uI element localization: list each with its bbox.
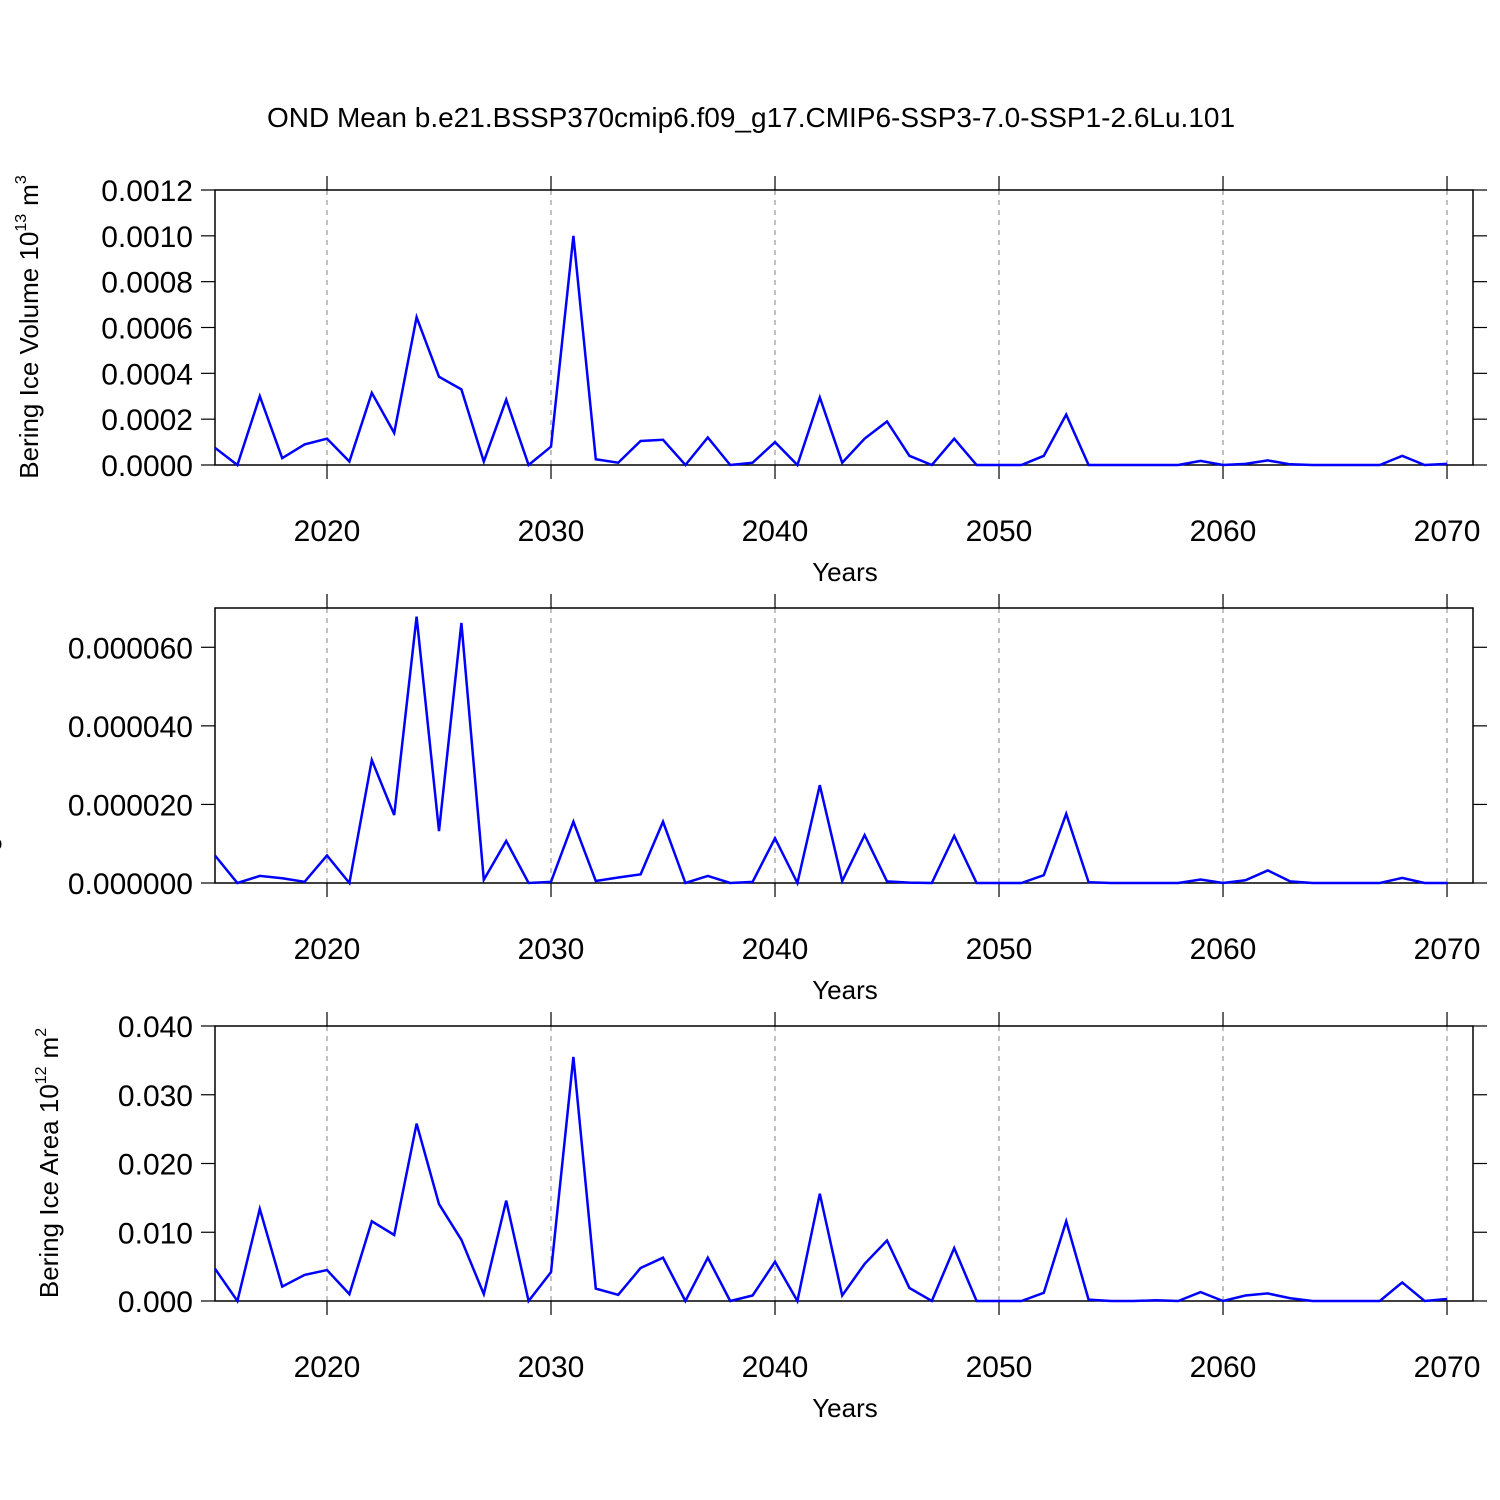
plot-frame	[214, 607, 1474, 884]
data-line	[214, 616, 1448, 887]
y-tick-label: 0.0008	[101, 267, 193, 300]
y-tick-label: 0.000040	[68, 711, 193, 744]
y-axis-label-superscript: 2	[33, 1028, 50, 1037]
x-tick-label: 2060	[1190, 515, 1257, 548]
y-tick-label: 0.0000	[101, 450, 193, 483]
y-axis-label-part: Bering Ice Volume 10	[14, 232, 44, 479]
y-axis-label-part: Bering Ice Area 10	[34, 1084, 64, 1298]
x-tick-label: 2020	[294, 515, 361, 548]
x-tick-label: 2070	[1414, 1351, 1481, 1384]
y-tick-label: 0.0012	[101, 175, 193, 208]
x-tick-label: 2060	[1190, 933, 1257, 966]
x-tick-label: 2050	[966, 515, 1033, 548]
x-tick-label: 2050	[966, 933, 1033, 966]
x-tick-label: 2070	[1414, 515, 1481, 548]
data-line	[213, 1056, 1448, 1305]
y-tick-label: 0.020	[118, 1149, 193, 1182]
plot-frame	[214, 1025, 1474, 1302]
y-tick-label: 0.000020	[68, 789, 193, 822]
y-axis-label-part: m	[0, 587, 2, 609]
y-tick-label: 0.0006	[101, 313, 193, 346]
x-tick-label: 2020	[294, 933, 361, 966]
x-axis-label: Years	[812, 1393, 878, 1423]
y-axis-label-superscript: 13	[13, 214, 30, 232]
x-tick-label: 2070	[1414, 933, 1481, 966]
x-tick-label: 2040	[742, 515, 809, 548]
y-tick-label: 0.000060	[68, 632, 193, 665]
data-line	[214, 235, 1448, 468]
y-tick-label: 0.000	[118, 1286, 193, 1319]
x-tick-label: 2030	[518, 515, 585, 548]
x-axis-label: Years	[812, 557, 878, 587]
y-axis-label-superscript: 3	[13, 175, 30, 184]
x-tick-label: 2030	[518, 1351, 585, 1384]
plot-frame	[214, 189, 1474, 466]
y-axis-label: Bering Snow Volume 1013m3	[0, 578, 2, 912]
y-tick-label: 0.000000	[68, 868, 193, 901]
y-tick-label: 0.040	[118, 1011, 193, 1044]
y-tick-label: 0.0004	[101, 358, 193, 391]
y-tick-label: 0.030	[118, 1080, 193, 1113]
y-tick-label: 0.0010	[101, 221, 193, 254]
y-tick-label: 0.0002	[101, 404, 193, 437]
y-tick-label: 0.010	[118, 1217, 193, 1250]
y-axis-label: Bering Ice Area 1012 m2	[33, 1028, 64, 1298]
x-tick-label: 2040	[742, 933, 809, 966]
y-axis-label-part: m	[14, 184, 44, 206]
x-tick-label: 2030	[518, 933, 585, 966]
y-axis-label-part: m	[34, 1037, 64, 1059]
x-axis-label: Years	[812, 975, 878, 1005]
x-tick-label: 2060	[1190, 1351, 1257, 1384]
y-axis-label-part: Bering Snow Volume 10	[0, 634, 2, 912]
y-axis-label: Bering Ice Volume 1013 m3	[13, 175, 44, 479]
x-tick-label: 2020	[294, 1351, 361, 1384]
y-axis-label-superscript: 12	[33, 1066, 50, 1084]
chart-title: OND Mean b.e21.BSSP370cmip6.f09_g17.CMIP…	[267, 102, 1235, 133]
x-tick-label: 2050	[966, 1351, 1033, 1384]
x-tick-label: 2040	[742, 1351, 809, 1384]
